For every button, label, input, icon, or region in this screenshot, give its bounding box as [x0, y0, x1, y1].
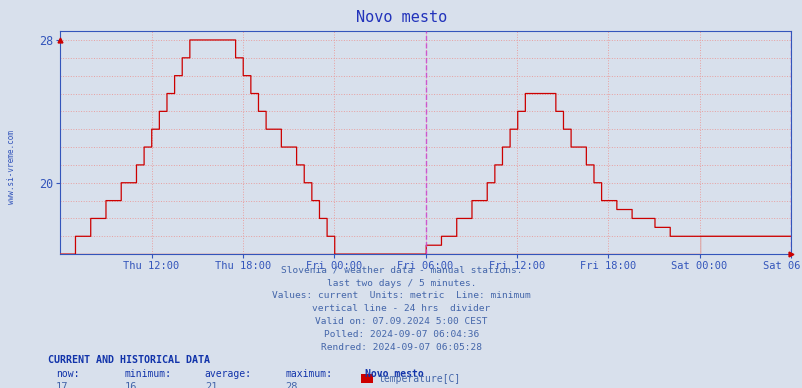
Text: CURRENT AND HISTORICAL DATA: CURRENT AND HISTORICAL DATA [48, 355, 210, 365]
Text: Polled: 2024-09-07 06:04:36: Polled: 2024-09-07 06:04:36 [323, 330, 479, 339]
Text: Slovenia / weather data - manual stations.: Slovenia / weather data - manual station… [281, 266, 521, 275]
Text: www.si-vreme.com: www.si-vreme.com [6, 130, 16, 204]
Text: Novo mesto: Novo mesto [365, 369, 423, 379]
Text: Rendred: 2024-09-07 06:05:28: Rendred: 2024-09-07 06:05:28 [321, 343, 481, 352]
Text: 21: 21 [205, 382, 217, 388]
Text: 28: 28 [285, 382, 298, 388]
Text: Values: current  Units: metric  Line: minimum: Values: current Units: metric Line: mini… [272, 291, 530, 300]
Text: Valid on: 07.09.2024 5:00 CEST: Valid on: 07.09.2024 5:00 CEST [315, 317, 487, 326]
Text: now:: now: [56, 369, 79, 379]
Text: 16: 16 [124, 382, 137, 388]
Text: maximum:: maximum: [285, 369, 332, 379]
Text: Novo mesto: Novo mesto [355, 10, 447, 25]
Text: temperature[C]: temperature[C] [378, 374, 460, 384]
Text: 17: 17 [56, 382, 69, 388]
Text: average:: average: [205, 369, 252, 379]
Text: minimum:: minimum: [124, 369, 172, 379]
Text: last two days / 5 minutes.: last two days / 5 minutes. [326, 279, 476, 288]
Text: vertical line - 24 hrs  divider: vertical line - 24 hrs divider [312, 304, 490, 313]
